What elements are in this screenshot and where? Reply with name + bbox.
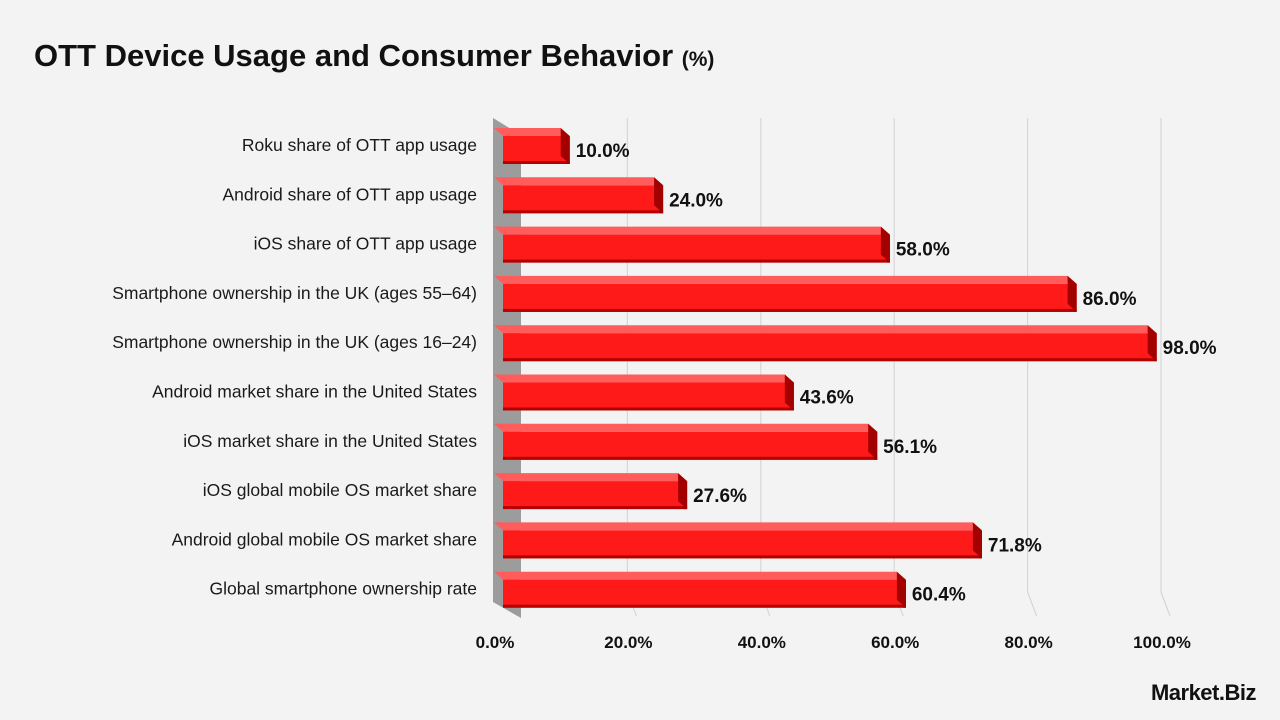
bar-bottom-edge [503,358,1157,362]
bar-front-face [503,136,570,164]
bar-top-face [494,177,664,186]
bar-end-cap [684,481,688,510]
bar-top-face [494,275,1077,284]
bar-top-face [494,226,890,235]
bar-end-cap [1153,333,1157,362]
bar-top-face [494,571,906,580]
x-tick-label: 60.0% [871,633,919,652]
bar-bottom-edge [503,456,878,460]
bar-bottom-edge [503,506,688,510]
bar-end-cap [886,234,890,263]
category-label: iOS market share in the United States [183,431,477,451]
bar-bottom-edge [503,210,664,214]
category-label: iOS share of OTT app usage [254,234,477,254]
bar-top-face [494,473,688,482]
bar-front-face [503,481,688,510]
bar-top-face [494,423,878,432]
bar [494,226,890,263]
bar-end-cap [566,136,570,164]
brand-logo: Market.Biz [1150,680,1257,706]
gridline-floor [1160,591,1171,617]
gridline-floor [1027,591,1038,617]
category-label: Smartphone ownership in the UK (ages 16–… [112,332,477,352]
category-label: Android global mobile OS market share [172,529,477,549]
bar-end-cap [1073,283,1077,312]
category-label: Android market share in the United State… [152,382,477,402]
bar-value-label: 43.6% [800,388,854,409]
category-label: Android share of OTT app usage [222,184,477,204]
bar-top-face [494,128,570,136]
bar-value-label: 24.0% [669,190,723,211]
bar-value-label: 98.0% [1163,338,1217,359]
x-tick-label: 100.0% [1133,633,1191,652]
brand-logo-text: Market.Biz [1150,680,1257,705]
bar-front-face [503,382,794,411]
bar-top-face [494,522,982,531]
bar [494,325,1157,362]
bar-bottom-edge [503,161,570,164]
bar-top-face [494,374,794,383]
bar [494,571,906,608]
bar-value-label: 56.1% [883,437,937,458]
bar-value-label: 27.6% [693,486,747,507]
bar-front-face [503,283,1077,312]
category-label: iOS global mobile OS market share [203,480,477,500]
bar-front-face [503,234,890,263]
x-tick-label: 0.0% [476,633,515,652]
bar-front-face [503,530,982,559]
bar-end-cap [874,431,878,460]
bar-value-label: 86.0% [1083,289,1137,310]
bar-bottom-edge [503,555,982,559]
chart-title-unit: (%) [681,48,715,71]
bar-end-cap [660,185,664,214]
bar-value-label: 10.0% [576,141,630,162]
bar [494,423,878,460]
bar-front-face [503,333,1157,362]
bar-end-cap [790,382,794,411]
bar-value-label: 60.4% [912,585,966,606]
category-label: Global smartphone ownership rate [209,579,477,599]
chart-title-text: OTT Device Usage and Consumer Behavior [34,38,674,73]
bar [494,275,1077,312]
x-tick-label: 80.0% [1004,633,1052,652]
bar-top-face [494,325,1157,334]
bar-front-face [503,431,878,460]
bar-value-label: 71.8% [988,535,1042,556]
bar [494,374,794,411]
bar-bottom-edge [503,308,1077,312]
bar [494,177,664,214]
chart-title: OTT Device Usage and Consumer Behavior (… [34,38,714,74]
x-tick-label: 20.0% [604,633,652,652]
bar-bottom-edge [503,604,906,608]
bar-front-face [503,579,906,608]
bar [494,522,982,559]
bar-end-cap [978,530,982,559]
bar-front-face [503,185,664,214]
bar-bottom-edge [503,407,794,411]
labels-layer: 0.0% 20.0% 40.0% 60.0% 80.0% 100.0% 10.0% Roku … [112,135,1216,652]
bar-end-cap [902,579,906,608]
category-label: Roku share of OTT app usage [242,135,477,155]
bar-bottom-edge [503,259,890,263]
bar [494,128,570,164]
bar [494,473,688,510]
x-tick-label: 40.0% [738,633,786,652]
bar-value-label: 58.0% [896,240,950,261]
category-label: Smartphone ownership in the UK (ages 55–… [112,283,477,303]
bars-layer [494,128,1157,608]
